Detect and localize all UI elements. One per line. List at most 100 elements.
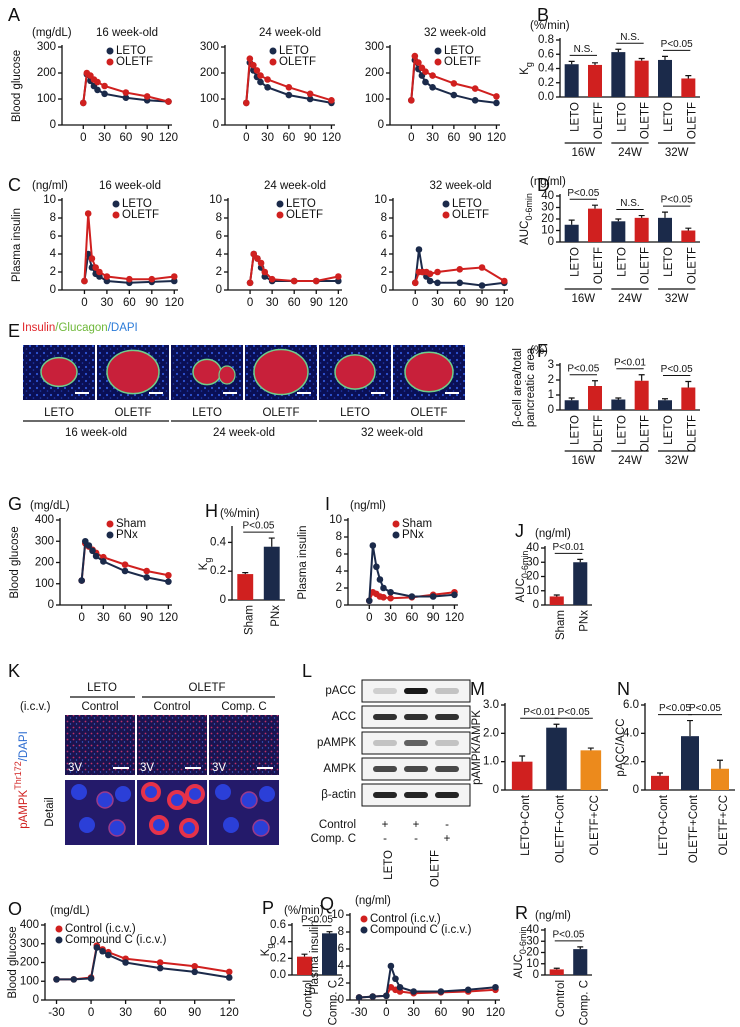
y-axis-label-sub: 0-6min — [524, 193, 534, 221]
data-point — [257, 259, 265, 267]
nucleus — [71, 784, 87, 800]
blot-band — [373, 688, 397, 694]
data-point — [94, 86, 101, 94]
column-label: OLETF — [410, 407, 447, 419]
chart-title: 24 week-old — [259, 27, 321, 39]
y-tick-label: 0.4 — [270, 936, 287, 948]
data-point — [380, 584, 387, 592]
panel-label: G — [8, 494, 22, 514]
data-point — [312, 277, 320, 285]
legend-marker — [276, 200, 284, 208]
x-tick-label: 0 — [383, 1007, 389, 1019]
data-point — [268, 275, 276, 283]
y-axis-label: Kg — [198, 558, 213, 571]
bar — [237, 574, 254, 600]
error-bar — [662, 55, 668, 60]
x-tick-label: 90 — [304, 132, 317, 144]
x-tick-label: 120 — [487, 132, 506, 144]
y-tick-label: 8 — [50, 212, 56, 224]
data-point — [373, 563, 380, 571]
annotation: P<0.05 — [558, 707, 590, 718]
data-point — [478, 264, 486, 271]
x-tick-label: LETO — [663, 102, 675, 132]
data-point — [369, 542, 377, 549]
unit-label: (ng/ml) — [32, 180, 68, 192]
annotation: P<0.05 — [661, 195, 693, 206]
y-axis-label: pACC/ACC — [615, 718, 627, 776]
nucleus — [185, 784, 205, 804]
data-point — [434, 268, 441, 276]
data-point — [492, 983, 499, 991]
y-tick-label: 2 — [50, 266, 56, 278]
bar — [588, 208, 602, 242]
error-bar — [685, 227, 692, 231]
y-axis-label-text: AUC — [513, 954, 525, 978]
data-point — [261, 268, 269, 276]
error-bar — [638, 214, 645, 218]
nucleus — [215, 784, 231, 800]
y-tick-label: 8 — [381, 212, 387, 224]
y-tick-label: 30 — [526, 935, 539, 947]
y-tick-label: 0 — [633, 784, 639, 796]
group-label: 24 week-old — [213, 427, 275, 439]
data-point — [257, 78, 264, 86]
nucleus — [141, 782, 161, 802]
y-axis-label-text: AUC — [515, 578, 527, 602]
islet — [192, 358, 222, 386]
legend-label: LETO — [116, 45, 146, 57]
y-tick-label: 8 — [336, 531, 342, 543]
data-point — [493, 93, 500, 100]
legend-label: OLETF — [279, 56, 316, 68]
nucleus — [240, 791, 258, 809]
y-tick-label: 0.6 — [538, 48, 554, 60]
data-point — [148, 275, 156, 283]
column-label: OLETF — [114, 407, 151, 419]
data-point — [100, 558, 107, 565]
legend-marker — [112, 211, 120, 219]
unit-label: (%/min) — [220, 508, 260, 520]
treatment-sign: - — [383, 833, 387, 845]
legend-marker — [106, 531, 114, 539]
data-point — [422, 68, 429, 75]
data-point — [225, 974, 233, 981]
bar — [651, 775, 669, 790]
data-point — [376, 576, 384, 583]
data-point — [392, 975, 399, 983]
group-label: 16W — [572, 455, 596, 467]
treatment-sign: + — [413, 819, 420, 831]
data-point — [450, 80, 458, 87]
x-tick-label: 90 — [310, 297, 323, 309]
y-tick-label: 10 — [329, 514, 342, 526]
blot-band — [373, 766, 397, 772]
data-point — [254, 255, 261, 262]
data-point — [426, 270, 434, 278]
x-tick-label: OLETF — [640, 102, 652, 139]
error-bar — [592, 204, 598, 209]
y-tick-label: 0 — [33, 994, 39, 1006]
legend-marker — [276, 211, 284, 219]
y-axis-label-text: K — [198, 562, 210, 570]
row-label: Detail — [44, 797, 56, 826]
data-point — [429, 72, 436, 79]
legend-label: OLETF — [444, 56, 481, 68]
unit-label: (ng/ml) — [530, 176, 566, 188]
data-point — [92, 552, 100, 560]
protein-label: pACC — [325, 685, 356, 697]
bar — [322, 933, 337, 975]
column-label: Control — [81, 701, 118, 713]
data-point — [387, 588, 394, 596]
blot-band — [404, 766, 428, 772]
panel-label: Q — [320, 894, 334, 914]
x-tick-label: 60 — [119, 132, 132, 144]
series-line — [56, 945, 230, 981]
error-bar — [268, 537, 275, 547]
legend-marker — [269, 47, 277, 55]
bar — [549, 969, 564, 975]
x-tick-label: OLETF — [686, 247, 698, 284]
y-tick-label: 200 — [200, 67, 219, 79]
unit-label: (%/min) — [284, 905, 324, 917]
group-label: 32W — [665, 455, 689, 467]
data-point — [396, 983, 404, 991]
y-tick-label: 200 — [35, 557, 54, 569]
y-tick-label: 100 — [37, 93, 56, 105]
